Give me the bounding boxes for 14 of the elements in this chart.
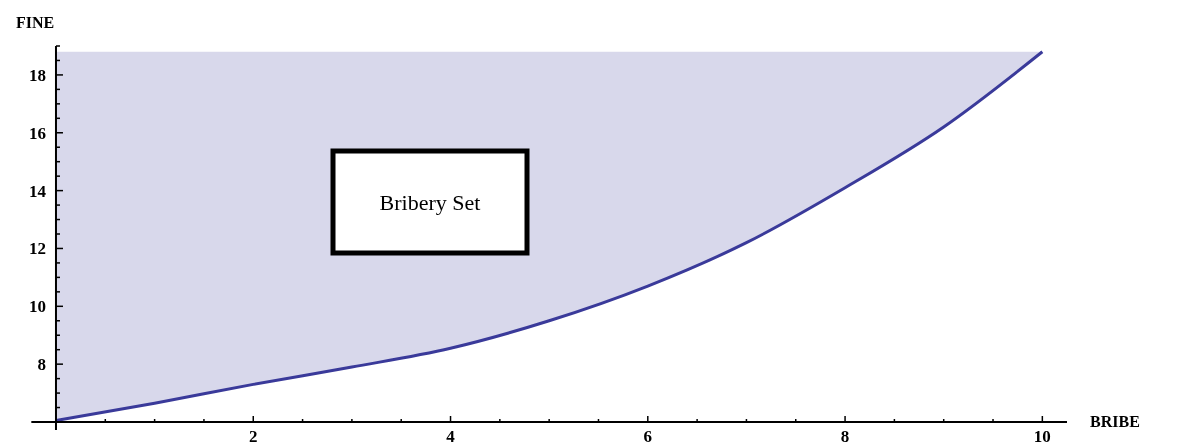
y-tick-label: 10 — [28, 297, 46, 317]
x-tick-label: 4 — [446, 427, 456, 446]
x-tick-label: 10 — [1033, 427, 1051, 446]
y-tick-label: 18 — [28, 65, 46, 85]
y-tick-label: 12 — [28, 239, 46, 259]
x-tick-label: 8 — [840, 427, 850, 446]
annotation: Bribery Set — [379, 189, 481, 215]
x-tick-label: 2 — [249, 427, 258, 446]
y-axis-title: FINE — [16, 14, 55, 31]
y-tick-label: 14 — [28, 181, 47, 201]
x-tick-label: 6 — [643, 427, 653, 446]
y-tick-label: 8 — [37, 355, 46, 375]
x-axis-title: BRIBE — [1090, 413, 1140, 430]
y-tick-label: 16 — [28, 123, 46, 143]
